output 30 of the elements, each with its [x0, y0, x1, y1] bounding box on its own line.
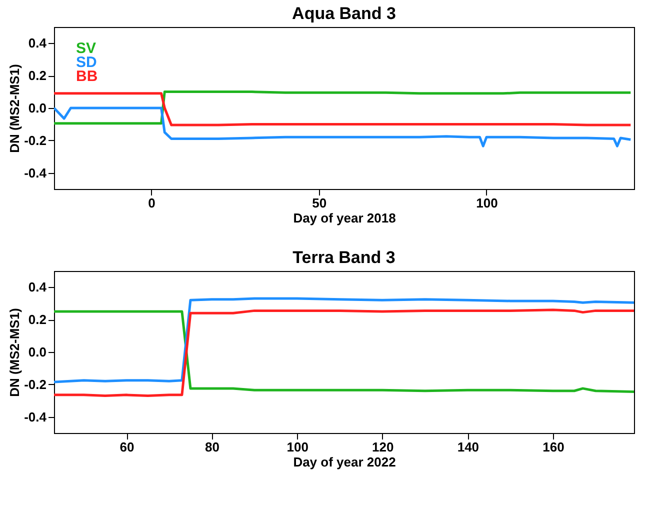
series-label: BB	[76, 68, 98, 85]
y-tick-label: 0.0	[28, 344, 46, 360]
x-tick-label: 160	[542, 440, 564, 454]
y-tick-label: -0.4	[24, 165, 48, 180]
y-tick-label: 0.4	[28, 280, 48, 295]
y-axis-title: DN (MS2-MS1)	[7, 64, 22, 153]
x-tick-label: 100	[286, 440, 308, 454]
x-tick-label: 140	[457, 440, 480, 454]
chart-title: Aqua Band 3	[292, 4, 396, 23]
line-series	[54, 297, 634, 384]
y-tick-label: -0.4	[24, 409, 48, 424]
x-tick-label: 0	[148, 196, 156, 210]
x-tick-label: 80	[205, 440, 220, 454]
x-tick-label: 120	[372, 440, 394, 454]
chart-title: Terra Band 3	[292, 248, 396, 267]
x-axis-title: Day of year 2018	[293, 210, 396, 226]
x-axis-title: Day of year 2022	[293, 454, 396, 470]
x-tick-label: 100	[476, 196, 498, 210]
y-tick-label: 0.4	[28, 36, 48, 51]
x-tick-label: 60	[120, 440, 134, 454]
text: SV	[76, 40, 96, 57]
text: SD	[76, 54, 98, 71]
line-series	[54, 106, 632, 148]
y-tick-label: -0.2	[24, 376, 46, 392]
y-axis-title: DN (MS2-MS1)	[7, 308, 22, 397]
y-tick-label: -0.2	[24, 132, 46, 148]
y-tick-label: 0.0	[28, 100, 46, 116]
x-tick-label: 50	[312, 196, 327, 210]
y-tick-label: 0.2	[28, 68, 46, 84]
y-tick-label: 0.2	[28, 312, 46, 328]
